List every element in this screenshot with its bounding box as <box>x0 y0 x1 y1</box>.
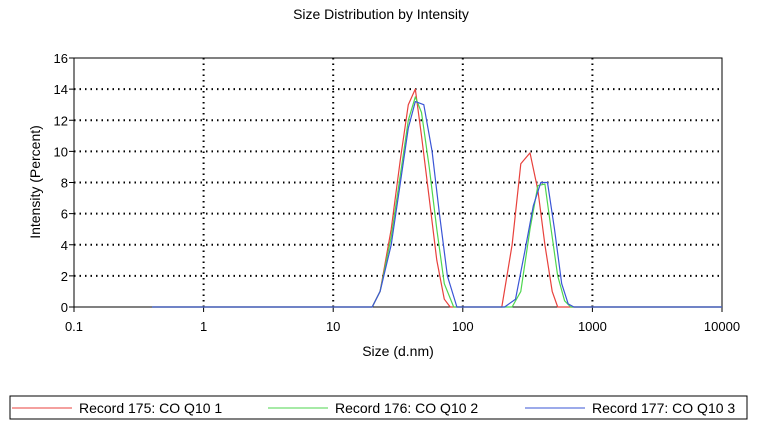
series-lines <box>152 88 722 308</box>
x-tick-label: 0.1 <box>65 319 83 334</box>
x-axis-label: Size (d.nm) <box>362 343 434 359</box>
series-line-3 <box>152 101 722 308</box>
y-tick-label: 8 <box>61 176 68 191</box>
x-tick-label: 10000 <box>704 319 740 334</box>
y-tick-label: 4 <box>61 238 68 253</box>
grid-lines <box>74 58 722 307</box>
legend-box <box>9 395 748 420</box>
legend-label-2: Record 176: CO Q10 2 <box>335 400 478 416</box>
x-tick-label: 100 <box>452 319 474 334</box>
y-axis-label: Intensity (Percent) <box>27 125 43 239</box>
y-tick-label: 0 <box>61 300 68 315</box>
series-line-2 <box>152 96 722 308</box>
y-tick-label: 10 <box>54 144 68 159</box>
y-tick-label: 2 <box>61 269 68 284</box>
legend: Record 175: CO Q10 1 Record 176: CO Q10 2… <box>12 400 735 416</box>
axis-ticks: 0.1 1 10 100 1000 10000 0 2 4 6 8 10 12 14 16 <box>54 51 741 334</box>
series-line-1 <box>152 88 722 308</box>
chart-title: Size Distribution by Intensity <box>293 6 469 22</box>
legend-label-1: Record 175: CO Q10 1 <box>79 400 222 416</box>
x-tick-label: 10 <box>326 319 340 334</box>
legend-label-3: Record 177: CO Q10 3 <box>592 400 735 416</box>
x-tick-label: 1 <box>200 319 207 334</box>
x-tick-label: 1000 <box>578 319 607 334</box>
y-tick-label: 14 <box>54 82 68 97</box>
y-tick-label: 12 <box>54 113 68 128</box>
y-tick-label: 16 <box>54 51 68 66</box>
y-tick-label: 6 <box>61 207 68 222</box>
